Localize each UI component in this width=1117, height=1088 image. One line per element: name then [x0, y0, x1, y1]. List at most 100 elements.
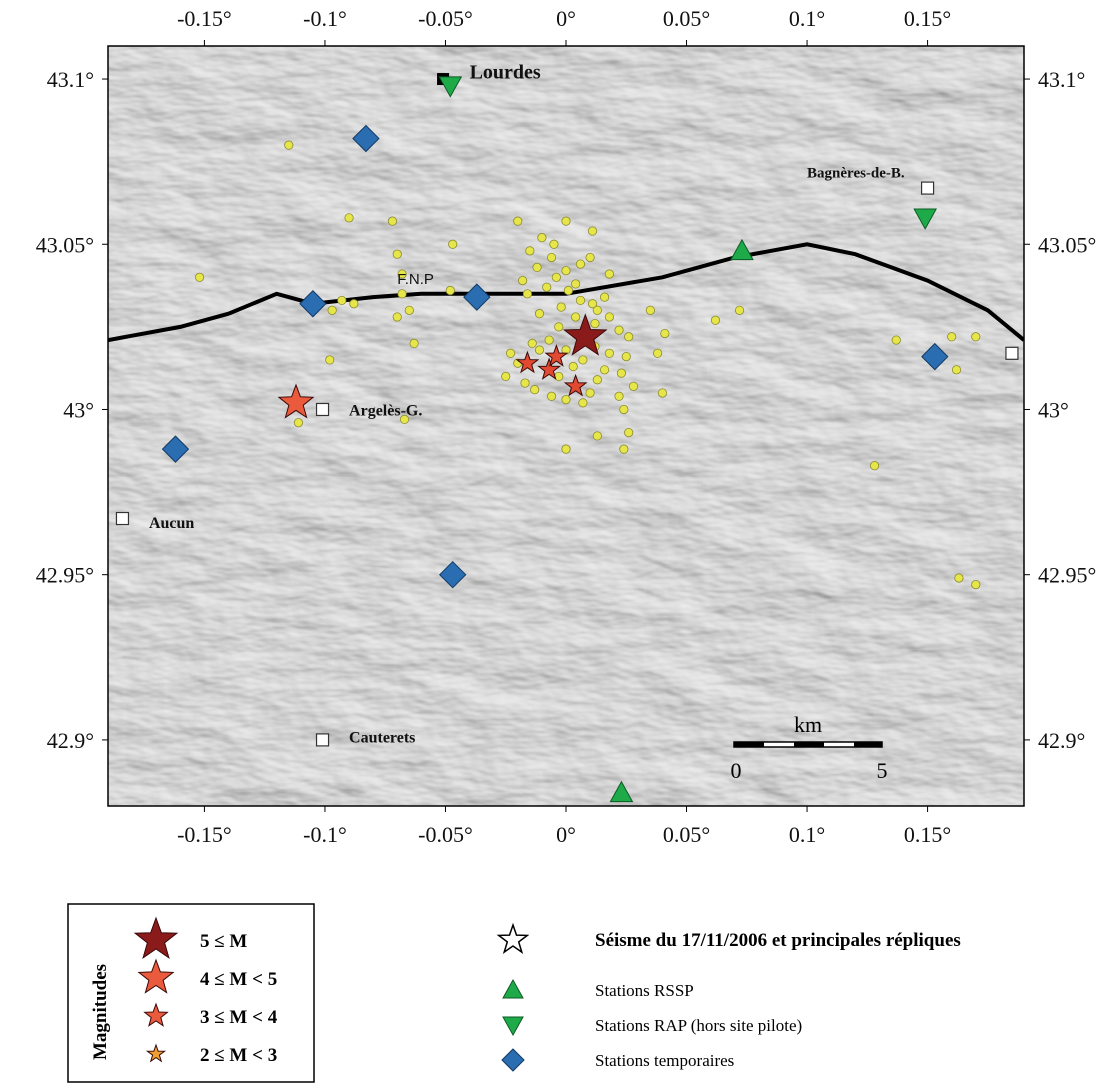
y-tick-label-left: 43.05° — [36, 232, 94, 257]
rssp-station-marker — [730, 238, 754, 261]
x-tick-label-bottom: -0.15° — [177, 822, 232, 847]
x-tick-label-top: -0.15° — [177, 6, 232, 31]
symbol-legend: Séisme du 17/11/2006 et principales répl… — [496, 922, 961, 1072]
aftershock-point — [195, 272, 205, 282]
aftershock-point — [619, 444, 629, 454]
aftershock-point — [561, 266, 571, 276]
scale-bar-unit: km — [794, 712, 822, 737]
aftershock-point — [660, 328, 670, 339]
aftershock-point — [561, 444, 571, 454]
aftershock-point — [387, 216, 398, 226]
x-tick-label-bottom: 0.05° — [663, 822, 710, 847]
aftershock-point — [544, 335, 554, 345]
aftershock-point — [621, 352, 631, 362]
town-label: Cauterets — [349, 730, 415, 747]
aftershock-point — [592, 375, 602, 385]
x-tick-label-bottom: 0° — [556, 822, 576, 847]
aftershock-point — [448, 239, 458, 249]
town-label: Argelès-G. — [349, 402, 422, 419]
earthquake-star-m3 — [563, 373, 588, 397]
y-tick-label-right: 43° — [1038, 397, 1069, 422]
aftershock-point — [532, 262, 542, 272]
symbol-legend-label: Stations temporaires — [595, 1051, 734, 1070]
earthquake-star-m3 — [515, 350, 540, 374]
aftershock-point — [947, 332, 957, 342]
aftershock-point — [578, 398, 588, 408]
aftershock-point — [284, 140, 294, 150]
aftershock-point — [409, 338, 419, 348]
aftershock-point — [445, 285, 455, 296]
aftershock-point — [971, 332, 981, 342]
aftershock-point — [392, 249, 402, 259]
town-label: Bagnères-de-B. — [807, 166, 905, 182]
y-tick-label-left: 43° — [63, 397, 94, 422]
aftershock-point — [563, 285, 574, 296]
aftershock-point — [392, 312, 402, 322]
aftershock-point — [397, 269, 407, 279]
temporary-station-marker — [161, 435, 190, 463]
temporary-station-marker — [352, 124, 380, 153]
x-tick-label-top: 0° — [556, 6, 576, 31]
aftershock-point — [518, 276, 528, 286]
y-tick-label-right: 42.95° — [1038, 563, 1096, 588]
aftershock-point — [954, 573, 964, 583]
y-tick-label-left: 42.95° — [36, 563, 94, 588]
aftershock-point — [556, 302, 566, 312]
temporary-station-marker — [299, 290, 327, 318]
aftershock-point — [585, 388, 595, 398]
x-tick-label-top: 0.15° — [904, 6, 951, 31]
x-tick-label-top: -0.05° — [418, 6, 473, 31]
rssp-station-marker — [609, 780, 634, 803]
aftershock-point — [592, 305, 602, 315]
x-tick-label-bottom: 0.15° — [904, 822, 951, 847]
map-area: Lourdes Bagnères-de-B. Argelès-G. Aucun Caut… — [108, 46, 1024, 806]
aftershock-point — [327, 305, 337, 315]
aftershock-point — [571, 312, 581, 322]
aftershock-point — [619, 404, 629, 415]
aftershock-point — [587, 299, 598, 309]
aftershock-point — [604, 269, 614, 279]
aftershock-point — [530, 385, 540, 395]
aftershock-point — [624, 428, 634, 438]
aftershock-point — [546, 252, 557, 263]
aftershock-point — [344, 213, 354, 223]
aftershock-point — [542, 282, 552, 292]
blue-diamond-icon — [501, 1048, 525, 1072]
y-tick-label-right: 43.1° — [1038, 67, 1085, 92]
x-tick-label-bottom: 0.1° — [789, 822, 825, 847]
magnitude-legend-star — [133, 916, 179, 959]
x-tick-label-bottom: -0.05° — [418, 822, 473, 847]
town-marker — [315, 402, 330, 417]
aftershock-point — [534, 309, 545, 319]
aftershock-point — [554, 322, 564, 332]
aftershock-point — [551, 272, 561, 282]
y-tick-label-left: 42.9° — [47, 728, 94, 753]
aftershock-point — [404, 305, 414, 315]
aftershock-point — [349, 299, 359, 309]
aftershock-point — [590, 318, 600, 329]
aftershock-point — [578, 355, 588, 365]
aftershock-point — [501, 371, 511, 382]
aftershock-point — [397, 289, 407, 299]
aftershock-point — [624, 332, 634, 342]
magnitude-legend-label: 5 ≤ M — [200, 931, 247, 952]
aftershock-point — [971, 580, 981, 590]
magnitude-legend-star — [143, 1002, 169, 1027]
aftershock-point — [604, 312, 614, 322]
earthquake-star-m5 — [563, 313, 608, 356]
aftershock-point — [525, 246, 535, 256]
aftershock-point — [585, 252, 595, 263]
aftershock-point — [337, 295, 347, 306]
shaded-relief-background — [108, 46, 1024, 806]
rap-station-marker — [438, 76, 463, 98]
aftershock-point — [616, 368, 627, 378]
x-tick-label-top: 0.05° — [663, 6, 710, 31]
aftershock-point — [652, 348, 663, 358]
aftershock-point — [527, 338, 537, 348]
aftershock-point — [571, 279, 581, 289]
x-tick-label-top: -0.1° — [303, 6, 347, 31]
aftershock-point — [587, 226, 598, 236]
x-tick-label-bottom: -0.1° — [303, 822, 347, 847]
aftershock-point — [520, 378, 530, 388]
